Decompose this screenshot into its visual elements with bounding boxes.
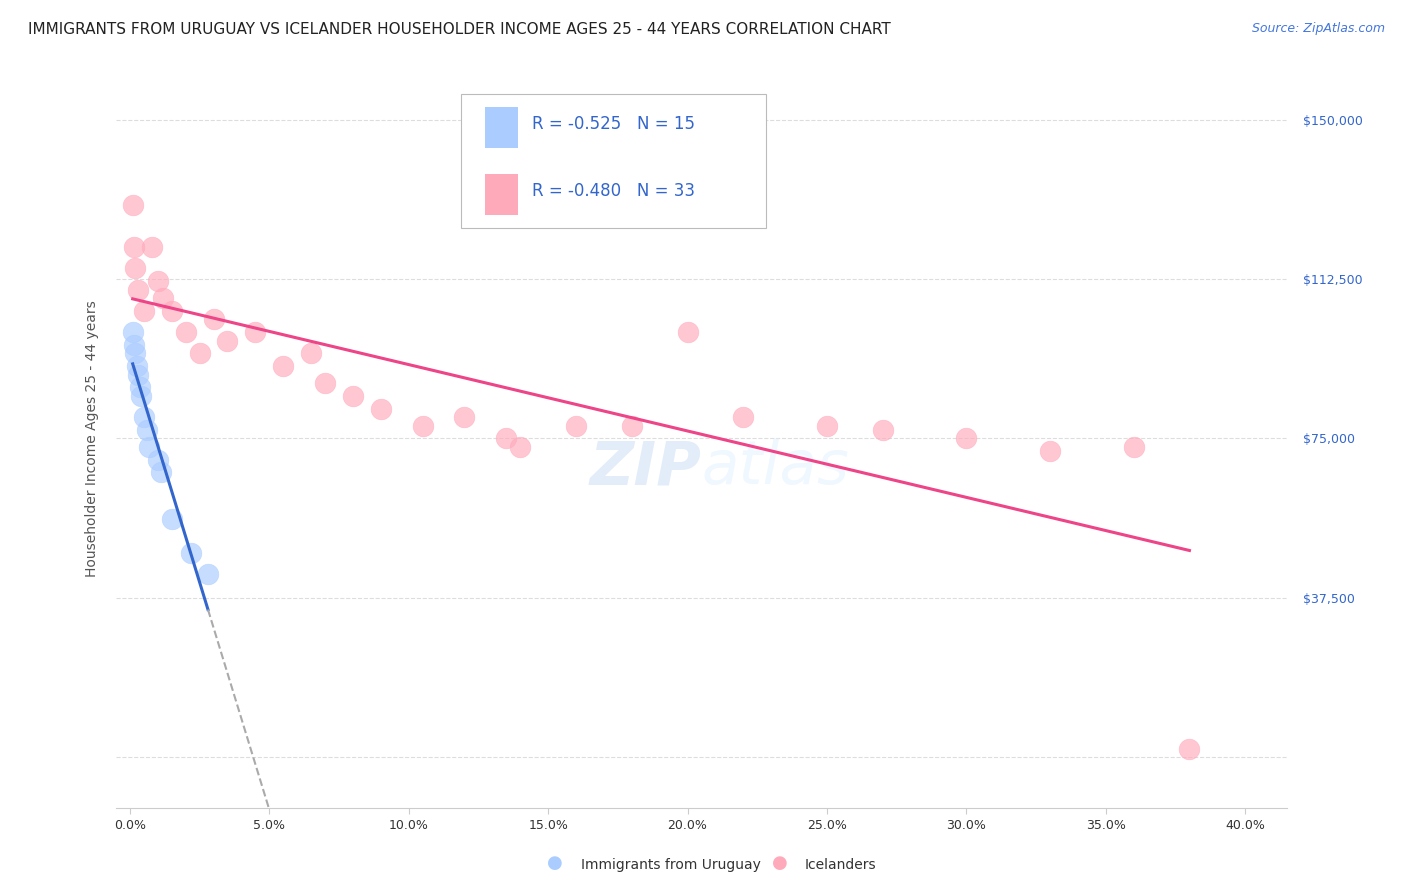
Point: [495, 431, 517, 445]
Point: [138, 440, 160, 454]
Text: R = -0.480   N = 33: R = -0.480 N = 33: [531, 182, 695, 200]
Point: [872, 423, 894, 437]
Point: [125, 359, 148, 373]
Point: [245, 325, 267, 339]
Point: [620, 418, 643, 433]
Text: ●: ●: [772, 855, 789, 872]
Point: [121, 197, 143, 211]
Point: [160, 512, 183, 526]
Point: [124, 261, 146, 276]
Point: [160, 303, 183, 318]
Text: IMMIGRANTS FROM URUGUAY VS ICELANDER HOUSEHOLDER INCOME AGES 25 - 44 YEARS CORRE: IMMIGRANTS FROM URUGUAY VS ICELANDER HOU…: [28, 22, 891, 37]
Point: [509, 440, 531, 454]
Point: [174, 325, 197, 339]
Point: [565, 418, 588, 433]
Point: [733, 410, 755, 425]
Point: [202, 312, 225, 326]
Point: [127, 368, 149, 382]
Point: [955, 431, 977, 445]
Point: [122, 240, 145, 254]
Point: [1039, 444, 1062, 458]
Bar: [485, 107, 517, 148]
Point: [815, 418, 838, 433]
Text: Source: ZipAtlas.com: Source: ZipAtlas.com: [1251, 22, 1385, 36]
Point: [453, 410, 475, 425]
Point: [146, 274, 169, 288]
Point: [342, 389, 364, 403]
Point: [1178, 741, 1201, 756]
Point: [412, 418, 434, 433]
Point: [141, 240, 163, 254]
Text: Icelanders: Icelanders: [804, 858, 876, 872]
Point: [197, 567, 219, 582]
Point: [217, 334, 239, 348]
Point: [180, 546, 202, 560]
Text: atlas: atlas: [702, 439, 849, 498]
Y-axis label: Householder Income Ages 25 - 44 years: Householder Income Ages 25 - 44 years: [86, 300, 100, 577]
Point: [152, 291, 174, 305]
Point: [370, 401, 392, 416]
Point: [149, 466, 172, 480]
FancyBboxPatch shape: [461, 95, 766, 227]
Text: ●: ●: [547, 855, 564, 872]
Point: [271, 359, 294, 373]
Point: [122, 338, 145, 352]
Point: [1122, 440, 1144, 454]
Point: [146, 452, 169, 467]
Point: [129, 389, 152, 403]
Point: [124, 346, 146, 360]
Text: Immigrants from Uruguay: Immigrants from Uruguay: [581, 858, 761, 872]
Point: [121, 325, 143, 339]
Point: [188, 346, 211, 360]
Point: [299, 346, 322, 360]
Text: R = -0.525   N = 15: R = -0.525 N = 15: [531, 115, 695, 133]
Point: [676, 325, 699, 339]
Point: [314, 376, 336, 391]
Text: ZIP: ZIP: [589, 439, 702, 498]
Point: [132, 410, 155, 425]
Point: [132, 303, 155, 318]
Point: [135, 423, 157, 437]
Point: [127, 283, 149, 297]
Point: [128, 380, 150, 394]
Bar: [485, 174, 517, 215]
